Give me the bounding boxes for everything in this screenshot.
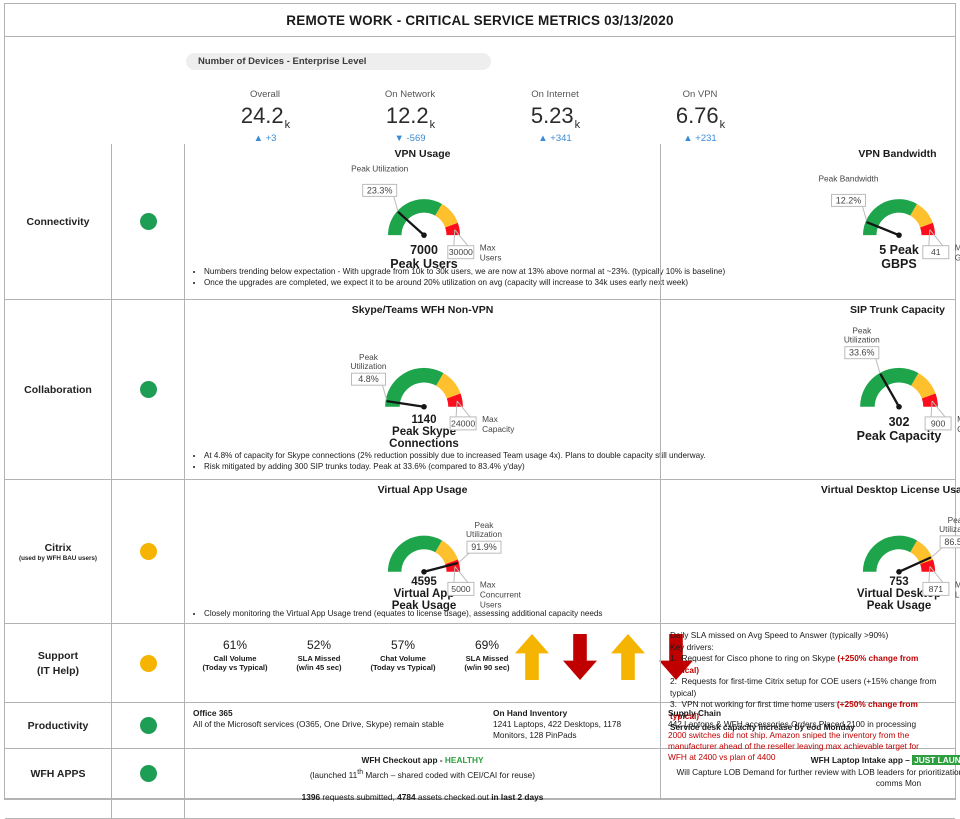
svg-text:7000: 7000 xyxy=(410,243,438,257)
svg-text:Max: Max xyxy=(482,414,499,424)
svg-text:Utilization: Utilization xyxy=(351,361,387,371)
svg-text:12.2%: 12.2% xyxy=(836,195,862,205)
svg-text:30000: 30000 xyxy=(449,247,473,257)
svg-text:1140: 1140 xyxy=(412,414,437,426)
svg-text:Utilization: Utilization xyxy=(939,524,960,534)
svg-text:24000: 24000 xyxy=(451,418,475,428)
svg-text:GBPS: GBPS xyxy=(955,253,960,263)
svg-text:871: 871 xyxy=(929,584,944,594)
svg-text:Virtual App: Virtual App xyxy=(394,588,455,600)
svg-text:23.3%: 23.3% xyxy=(367,185,393,195)
svg-text:Concurrent: Concurrent xyxy=(480,589,522,599)
svg-text:Max: Max xyxy=(480,243,497,253)
svg-text:Max: Max xyxy=(955,243,960,253)
svg-text:302: 302 xyxy=(889,415,910,429)
svg-text:Virtual Desktop License Usage: Virtual Desktop License Usage xyxy=(821,484,960,496)
svg-text:Skype/Teams WFH Non-VPN: Skype/Teams WFH Non-VPN xyxy=(352,304,494,316)
svg-text:Max: Max xyxy=(480,579,497,589)
svg-text:91.9%: 91.9% xyxy=(471,542,497,552)
svg-text:753: 753 xyxy=(889,576,908,588)
svg-text:Max Virtual: Max Virtual xyxy=(955,579,960,589)
svg-text:Peak Skype: Peak Skype xyxy=(392,426,456,438)
svg-text:4595: 4595 xyxy=(411,576,437,588)
svg-text:Utilization: Utilization xyxy=(466,529,502,539)
svg-text:900: 900 xyxy=(931,418,946,428)
svg-text:4.8%: 4.8% xyxy=(358,374,379,384)
svg-text:Virtual App Usage: Virtual App Usage xyxy=(378,484,468,496)
svg-text:Licenses: Licenses xyxy=(955,589,960,599)
svg-text:Users: Users xyxy=(480,253,502,263)
svg-text:VPN Usage: VPN Usage xyxy=(394,148,450,160)
svg-text:5 Peak: 5 Peak xyxy=(879,243,919,257)
svg-text:VPN Bandwidth: VPN Bandwidth xyxy=(858,148,936,160)
svg-text:Connections: Connections xyxy=(389,438,459,450)
svg-text:Utilization: Utilization xyxy=(844,335,880,345)
svg-text:33.6%: 33.6% xyxy=(849,348,875,358)
svg-text:41: 41 xyxy=(931,247,941,257)
svg-text:SIP Trunk Capacity: SIP Trunk Capacity xyxy=(850,304,945,316)
svg-text:Peak Utilization: Peak Utilization xyxy=(351,163,409,173)
svg-text:5000: 5000 xyxy=(451,584,470,594)
svg-text:Peak Bandwidth: Peak Bandwidth xyxy=(819,173,879,183)
svg-text:Peak Capacity: Peak Capacity xyxy=(857,429,942,443)
svg-text:Capacity: Capacity xyxy=(482,424,515,434)
svg-text:86.5%: 86.5% xyxy=(944,537,960,547)
